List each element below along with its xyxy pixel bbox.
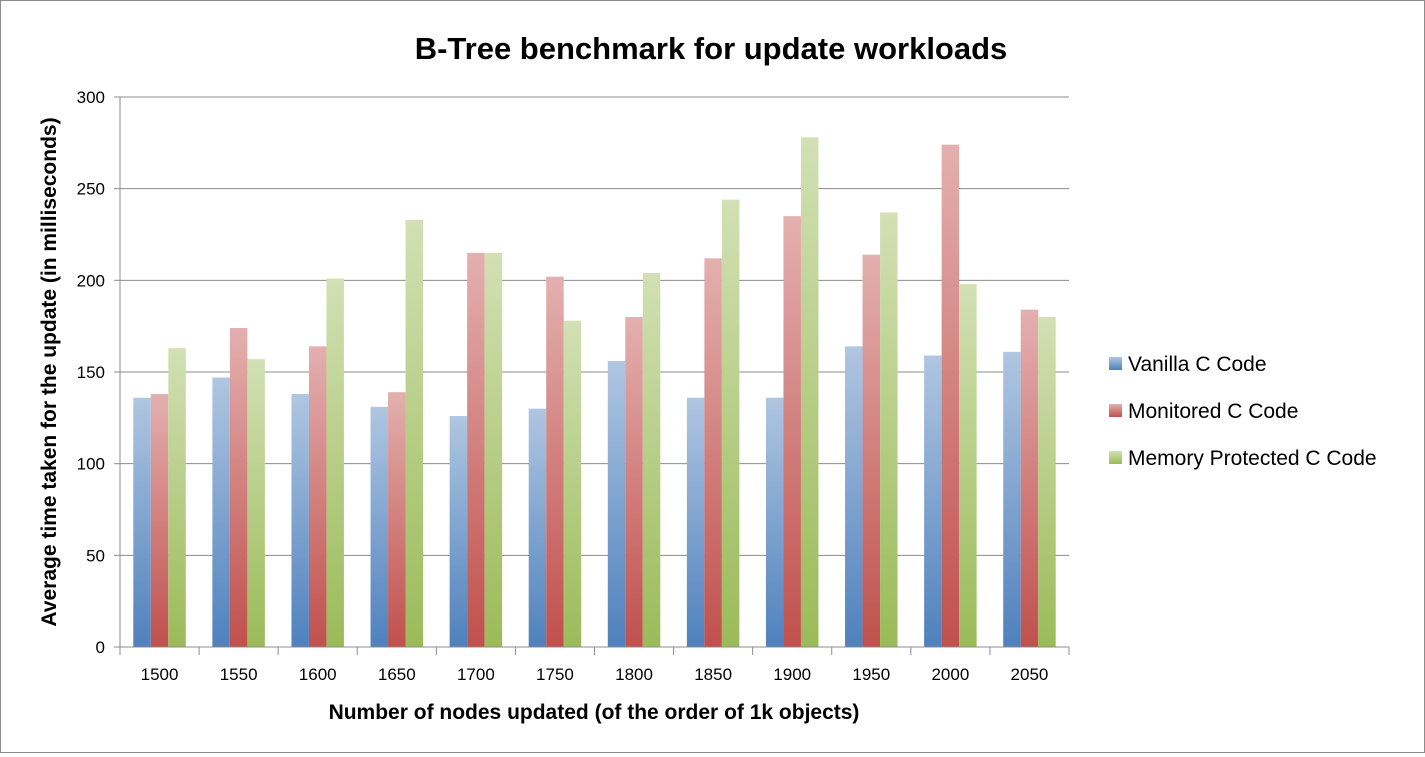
y-tick-label: 0: [96, 638, 105, 657]
bar-vanilla-c-code-1900: [765, 397, 784, 647]
x-tick-label: 1600: [299, 665, 337, 684]
bar-monitored-c-code-1600: [308, 346, 327, 647]
bar-monitored-c-code-1700: [467, 252, 485, 648]
bar-memory-protected-c-code-1850: [721, 199, 740, 647]
bar-memory-protected-c-code-1600: [326, 278, 344, 647]
bar-memory-protected-c-code-1800: [642, 273, 661, 647]
bar-vanilla-c-code-1800: [607, 361, 626, 647]
bar-monitored-c-code-2050: [1020, 309, 1039, 647]
x-tick-label: 1850: [694, 665, 732, 684]
bar-vanilla-c-code-1950: [845, 346, 863, 647]
bar-monitored-c-code-1650: [388, 392, 406, 647]
y-tick-label: 200: [77, 271, 105, 290]
y-tick-label: 50: [86, 546, 105, 565]
x-tick-label: 2050: [1011, 665, 1049, 684]
bar-vanilla-c-code-1650: [370, 406, 389, 647]
y-tick-label: 300: [77, 88, 105, 107]
bar-vanilla-c-code-2000: [924, 355, 942, 647]
y-axis-title: Average time taken for the update (in mi…: [38, 117, 61, 626]
bar-vanilla-c-code-1850: [686, 397, 705, 647]
bars: [133, 137, 1056, 648]
y-tick-label: 150: [77, 363, 105, 382]
bar-monitored-c-code-1950: [862, 254, 881, 647]
bar-memory-protected-c-code-2000: [959, 284, 977, 647]
legend-label: Monitored C Code: [1128, 400, 1298, 423]
axes: [119, 97, 1070, 655]
bar-monitored-c-code-1550: [229, 328, 248, 647]
bar-memory-protected-c-code-2050: [1038, 317, 1056, 647]
bar-monitored-c-code-1900: [783, 216, 801, 647]
legend-label: Memory Protected C Code: [1128, 447, 1377, 470]
bar-memory-protected-c-code-1750: [563, 320, 582, 647]
x-tick-label: 2000: [931, 665, 969, 684]
bar-monitored-c-code-1750: [546, 276, 564, 647]
bar-vanilla-c-code-1700: [449, 416, 468, 647]
x-tick-label: 1900: [773, 665, 811, 684]
x-tick-labels: 1500 1550 1600 1650 1700 1750 1800 1850 1900 1950…: [141, 665, 1049, 684]
x-tick-label: 1650: [378, 665, 416, 684]
x-tick-label: 1750: [536, 665, 574, 684]
chart-title: B-Tree benchmark for update workloads: [415, 31, 1008, 66]
bar-monitored-c-code-2000: [941, 144, 960, 647]
y-tick-labels: 0 50 100 150 200 250 300: [77, 88, 105, 657]
legend-swatch: [1109, 451, 1122, 464]
bar-memory-protected-c-code-1700: [484, 252, 503, 648]
legend-swatch: [1109, 404, 1122, 417]
x-tick-label: 1800: [615, 665, 653, 684]
bar-memory-protected-c-code-1650: [405, 219, 424, 648]
legend: Vanilla C Code Monitored C Code Memory Pro…: [1109, 353, 1377, 470]
bar-vanilla-c-code-1500: [133, 397, 151, 647]
x-tick-label: 1550: [220, 665, 258, 684]
bar-memory-protected-c-code-1900: [800, 137, 819, 648]
y-tick-label: 250: [77, 180, 105, 199]
bar-monitored-c-code-1800: [625, 317, 643, 647]
bar-monitored-c-code-1850: [704, 258, 722, 647]
gridlines: [114, 96, 1069, 648]
bar-vanilla-c-code-1750: [528, 408, 547, 647]
bar-memory-protected-c-code-1950: [880, 212, 898, 647]
bar-monitored-c-code-1500: [150, 394, 169, 647]
x-tick-label: 1500: [141, 665, 179, 684]
x-axis-title: Number of nodes updated (of the order of…: [329, 701, 860, 724]
bar-vanilla-c-code-2050: [1003, 351, 1021, 647]
x-tick-label: 1700: [457, 665, 495, 684]
bar-vanilla-c-code-1600: [291, 394, 309, 647]
bar-vanilla-c-code-1550: [212, 377, 230, 647]
bar-memory-protected-c-code-1550: [247, 359, 265, 647]
y-tick-label: 100: [77, 455, 105, 474]
legend-label: Vanilla C Code: [1128, 353, 1267, 376]
bar-memory-protected-c-code-1500: [168, 348, 186, 647]
x-tick-label: 1950: [852, 665, 890, 684]
legend-swatch: [1109, 357, 1122, 370]
